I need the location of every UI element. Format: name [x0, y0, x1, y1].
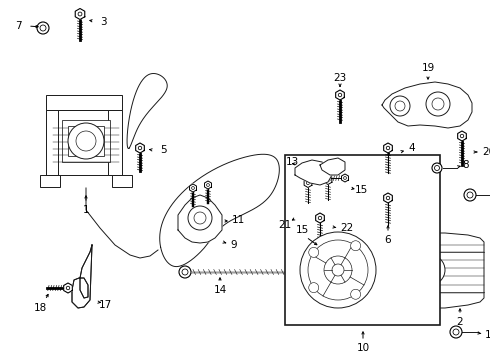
- Circle shape: [179, 266, 191, 278]
- Circle shape: [138, 146, 142, 150]
- Polygon shape: [127, 73, 167, 149]
- Polygon shape: [384, 193, 392, 203]
- Text: 1: 1: [83, 205, 89, 215]
- Circle shape: [309, 247, 318, 257]
- Circle shape: [351, 289, 361, 299]
- Circle shape: [422, 262, 438, 278]
- Text: 15: 15: [355, 185, 368, 195]
- Circle shape: [76, 131, 96, 151]
- Polygon shape: [342, 174, 348, 182]
- Text: 2: 2: [457, 317, 464, 327]
- Circle shape: [432, 163, 442, 173]
- Polygon shape: [382, 82, 472, 128]
- Circle shape: [324, 256, 352, 284]
- Polygon shape: [64, 283, 73, 293]
- Circle shape: [415, 255, 445, 285]
- Circle shape: [385, 262, 405, 282]
- Text: 13: 13: [286, 157, 299, 167]
- Circle shape: [188, 206, 212, 230]
- Text: 8: 8: [462, 160, 468, 170]
- Circle shape: [309, 283, 318, 293]
- Polygon shape: [204, 181, 212, 189]
- Polygon shape: [324, 175, 332, 184]
- Polygon shape: [295, 160, 332, 185]
- Text: 3: 3: [100, 17, 107, 27]
- Bar: [108, 110, 122, 175]
- Circle shape: [318, 216, 322, 220]
- Circle shape: [338, 93, 342, 97]
- Bar: [52, 110, 116, 175]
- Text: 15: 15: [295, 225, 309, 235]
- Text: 21: 21: [278, 220, 292, 230]
- Text: 9: 9: [230, 240, 237, 250]
- Text: 23: 23: [333, 73, 346, 83]
- Circle shape: [66, 286, 70, 290]
- Circle shape: [464, 189, 476, 201]
- Circle shape: [390, 96, 410, 116]
- Circle shape: [310, 185, 320, 195]
- Polygon shape: [458, 131, 466, 141]
- Text: 17: 17: [98, 300, 112, 310]
- Circle shape: [326, 179, 330, 181]
- Circle shape: [194, 212, 206, 224]
- Polygon shape: [370, 233, 484, 308]
- Circle shape: [432, 98, 444, 110]
- Circle shape: [37, 22, 49, 34]
- Bar: [112, 175, 132, 187]
- Text: 22: 22: [340, 223, 353, 233]
- Bar: [68, 126, 104, 156]
- Text: 14: 14: [213, 285, 227, 295]
- Circle shape: [460, 134, 464, 138]
- Text: 10: 10: [356, 343, 369, 353]
- Text: 19: 19: [421, 63, 435, 73]
- Text: 11: 11: [232, 215, 245, 225]
- Circle shape: [332, 264, 344, 276]
- Polygon shape: [320, 158, 345, 175]
- Text: 4: 4: [408, 143, 415, 153]
- Polygon shape: [384, 143, 392, 153]
- Bar: [62, 120, 110, 162]
- Circle shape: [300, 232, 376, 308]
- Text: 12: 12: [485, 330, 490, 340]
- Polygon shape: [316, 213, 324, 223]
- Circle shape: [78, 12, 82, 16]
- Circle shape: [207, 184, 209, 186]
- Circle shape: [351, 241, 361, 251]
- Polygon shape: [136, 143, 145, 153]
- Circle shape: [343, 177, 346, 179]
- Bar: [40, 175, 60, 187]
- Bar: [285, 155, 440, 325]
- Polygon shape: [295, 175, 336, 205]
- Circle shape: [306, 181, 310, 185]
- Circle shape: [192, 186, 195, 189]
- Circle shape: [386, 196, 390, 200]
- Polygon shape: [178, 195, 222, 243]
- Circle shape: [395, 101, 405, 111]
- Polygon shape: [72, 245, 92, 308]
- Circle shape: [426, 92, 450, 116]
- Polygon shape: [304, 179, 312, 188]
- Circle shape: [308, 240, 368, 300]
- Text: 20: 20: [482, 147, 490, 157]
- Bar: [46, 95, 122, 110]
- Polygon shape: [75, 9, 85, 19]
- Text: 5: 5: [160, 145, 167, 155]
- Polygon shape: [336, 90, 344, 100]
- Text: 18: 18: [33, 303, 47, 313]
- Text: 7: 7: [15, 21, 22, 31]
- Polygon shape: [160, 154, 279, 267]
- Text: 6: 6: [385, 235, 392, 245]
- Polygon shape: [190, 184, 196, 192]
- Circle shape: [305, 180, 325, 200]
- Circle shape: [450, 326, 462, 338]
- Bar: [46, 110, 58, 175]
- Circle shape: [68, 123, 104, 159]
- Circle shape: [386, 146, 390, 150]
